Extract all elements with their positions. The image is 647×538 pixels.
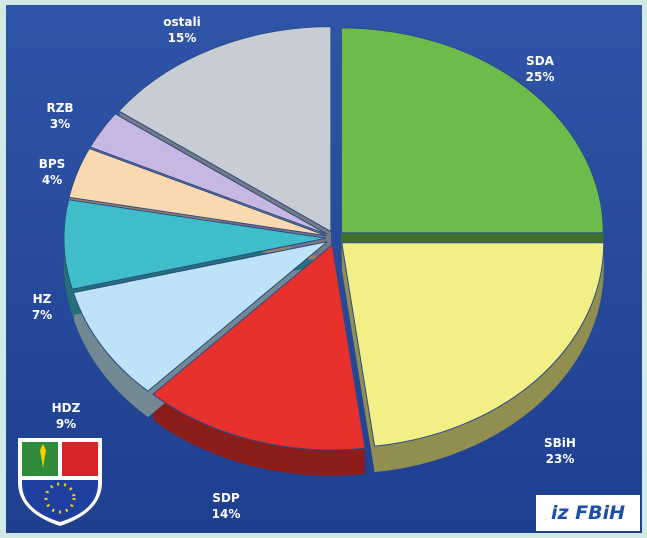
slice [68, 147, 327, 237]
slice-label: SDP 14% [212, 491, 241, 521]
pie [63, 26, 605, 476]
slice-name: ostali [163, 15, 200, 29]
slice-name: SBiH [544, 436, 576, 450]
slice-name: HZ [33, 292, 52, 306]
slice-label: ostali 15% [163, 15, 200, 45]
slice [89, 113, 328, 235]
slice [63, 199, 327, 290]
slice-value: 3% [50, 117, 70, 131]
slice-name: BPS [39, 157, 66, 171]
slice-label: HDZ 9% [52, 401, 81, 431]
slice [341, 242, 605, 447]
slice-value: 4% [42, 173, 62, 187]
slice-label: RZB 3% [46, 101, 73, 131]
slice-value: 14% [212, 507, 241, 521]
slice-value: 7% [32, 308, 52, 322]
slice-name: SDA [526, 54, 555, 68]
slice-label: HZ 7% [32, 292, 52, 322]
slice-name: RZB [46, 101, 73, 115]
slice-label: BPS 4% [39, 157, 66, 187]
slice [118, 26, 332, 233]
slice-label: SDA 25% [526, 54, 555, 84]
slice-value: 23% [546, 452, 575, 466]
logo [18, 438, 102, 526]
slice [340, 27, 604, 234]
slice-value: 9% [56, 417, 76, 431]
slice-label: SBiH 23% [544, 436, 576, 466]
slice-name: SDP [212, 491, 240, 505]
badge-box [536, 495, 640, 531]
slice [72, 241, 328, 392]
slice-value: 15% [168, 31, 197, 45]
slice-name: HDZ [52, 401, 81, 415]
slice-value: 25% [526, 70, 555, 84]
slice [152, 243, 366, 451]
badge: iz FBiH [551, 502, 625, 524]
